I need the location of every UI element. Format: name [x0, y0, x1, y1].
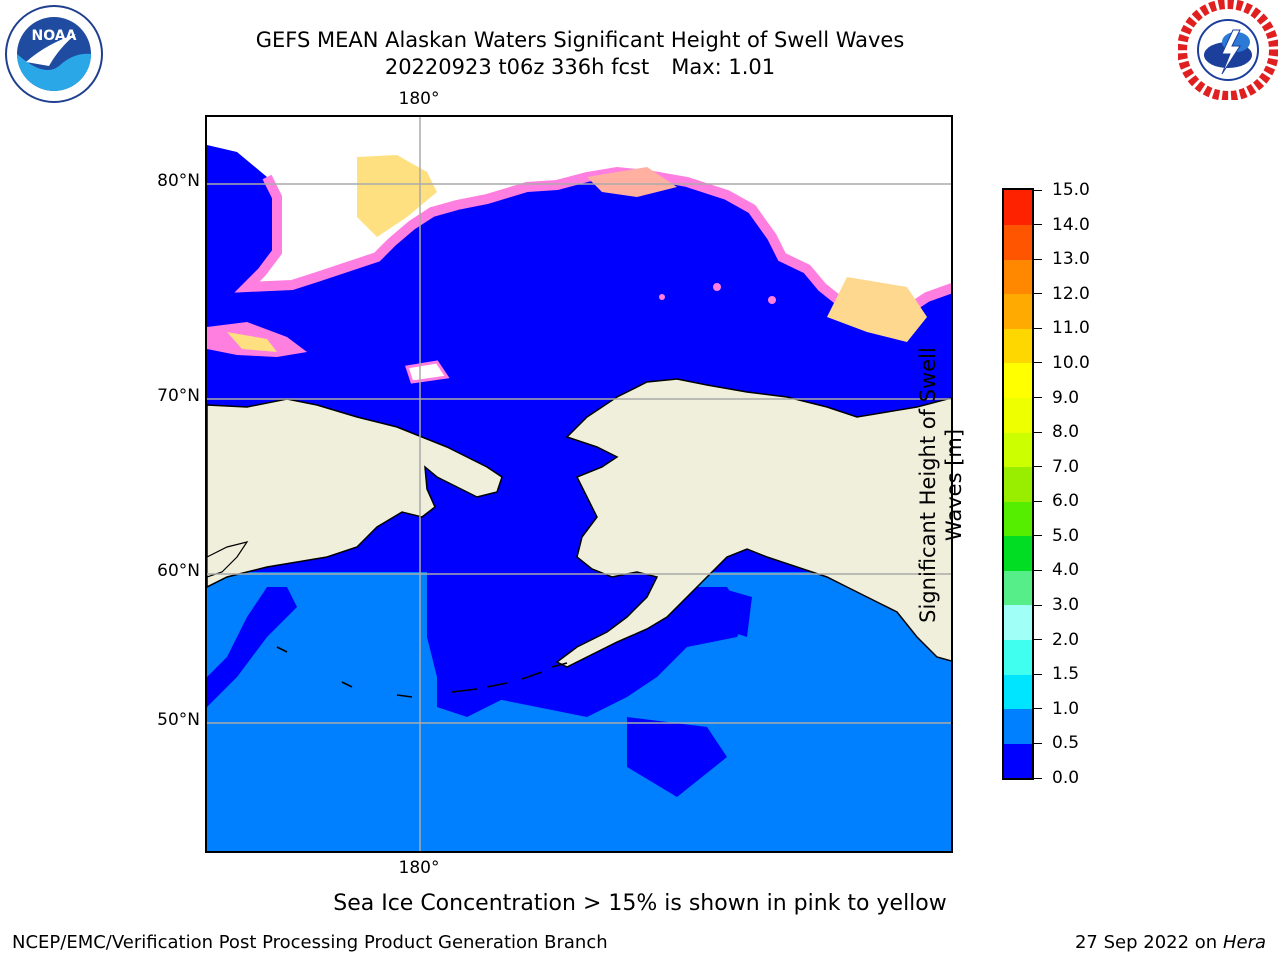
colorbar-segment: [1004, 674, 1032, 710]
colorbar-title-line1: Significant Height of Swell: [916, 347, 940, 623]
colorbar-tick: [1034, 604, 1042, 606]
colorbar-tick: [1034, 397, 1042, 399]
colorbar-tick-label: 6.0: [1052, 491, 1080, 512]
colorbar-tick-label: 10.0: [1052, 352, 1090, 373]
colorbar-segment: [1004, 362, 1032, 398]
colorbar-segment: [1004, 259, 1032, 295]
colorbar-segment: [1004, 397, 1032, 433]
colorbar-tick-label: 8.0: [1052, 422, 1080, 443]
colorbar-segment: [1004, 743, 1032, 779]
colorbar-segment: [1004, 708, 1032, 744]
colorbar-tick: [1034, 742, 1042, 744]
colorbar-segment: [1004, 639, 1032, 675]
colorbar-tick-label: 11.0: [1052, 318, 1090, 339]
chart-title: GEFS MEAN Alaskan Waters Significant Hei…: [255, 28, 905, 52]
colorbar-segment: [1004, 605, 1032, 641]
colorbar-tick: [1034, 639, 1042, 641]
colorbar-title: Significant Height of Swell Waves [m]: [915, 285, 967, 685]
colorbar-tick-label: 0.0: [1052, 768, 1080, 788]
colorbar-tick: [1034, 569, 1042, 571]
nws-logo: [1177, 0, 1279, 101]
noaa-logo: NOAA: [4, 4, 104, 104]
colorbar-segment: [1004, 570, 1032, 606]
colorbar-segment: [1004, 432, 1032, 468]
colorbar-segment: [1004, 293, 1032, 329]
lat-label-80n: 80°N: [157, 171, 200, 191]
colorbar-tick: [1034, 708, 1042, 710]
colorbar-tick-label: 2.0: [1052, 629, 1080, 650]
colorbar-tick-label: 3.0: [1052, 595, 1080, 616]
lon-label-top: 180°: [398, 89, 440, 109]
colorbar-segment: [1004, 466, 1032, 502]
colorbar-tick: [1034, 293, 1042, 295]
colorbar: [1002, 188, 1034, 780]
colorbar-tick-label: 0.5: [1052, 733, 1080, 754]
colorbar-tick: [1034, 327, 1042, 329]
colorbar-tick-label: 4.0: [1052, 560, 1080, 581]
colorbar-tick: [1034, 224, 1042, 226]
lat-label-50n: 50°N: [157, 710, 200, 730]
lat-label-70n: 70°N: [157, 386, 200, 406]
footer-branch: NCEP/EMC/Verification Post Processing Pr…: [12, 932, 608, 953]
colorbar-segment: [1004, 328, 1032, 364]
max-value: Max: 1.01: [671, 55, 776, 79]
forecast-cycle: 20220923 t06z 336h fcst: [384, 55, 650, 79]
colorbar-segment: [1004, 190, 1032, 225]
colorbar-tick-label: 13.0: [1052, 249, 1090, 270]
colorbar-tick: [1034, 535, 1042, 537]
colorbar-tick-label: 14.0: [1052, 214, 1090, 235]
sea-ice-note: Sea Ice Concentration > 15% is shown in …: [333, 891, 947, 916]
colorbar-segment: [1004, 224, 1032, 260]
colorbar-tick: [1034, 189, 1042, 191]
colorbar-tick-label: 15.0: [1052, 180, 1090, 200]
svg-text:NOAA: NOAA: [32, 28, 77, 44]
colorbar-tick: [1034, 258, 1042, 260]
colorbar-tick: [1034, 673, 1042, 675]
footer-date: 27 Sep 2022 on Hera: [1075, 932, 1266, 954]
colorbar-tick-label: 5.0: [1052, 525, 1080, 546]
colorbar-tick-label: 1.0: [1052, 698, 1080, 719]
colorbar-tick: [1034, 362, 1042, 364]
map-panel[interactable]: [205, 115, 953, 853]
lat-label-60n: 60°N: [157, 561, 200, 581]
colorbar-title-line2: Waves [m]: [942, 428, 966, 542]
lon-label-bottom: 180°: [398, 858, 440, 878]
colorbar-tick-label: 7.0: [1052, 456, 1080, 477]
colorbar-tick-label: 12.0: [1052, 283, 1090, 304]
colorbar-tick-label: 1.5: [1052, 664, 1080, 685]
colorbar-tick-label: 9.0: [1052, 387, 1080, 408]
colorbar-segment: [1004, 535, 1032, 571]
colorbar-tick: [1034, 500, 1042, 502]
footer-host: Hera: [1222, 932, 1266, 953]
colorbar-tick: [1034, 466, 1042, 468]
colorbar-tick: [1034, 777, 1042, 779]
colorbar-segment: [1004, 501, 1032, 537]
chart-subtitle: 20220923 t06z 336h fcst Max: 1.01: [160, 54, 1000, 80]
footer-date-text: 27 Sep 2022 on: [1074, 932, 1218, 953]
colorbar-tick: [1034, 431, 1042, 433]
